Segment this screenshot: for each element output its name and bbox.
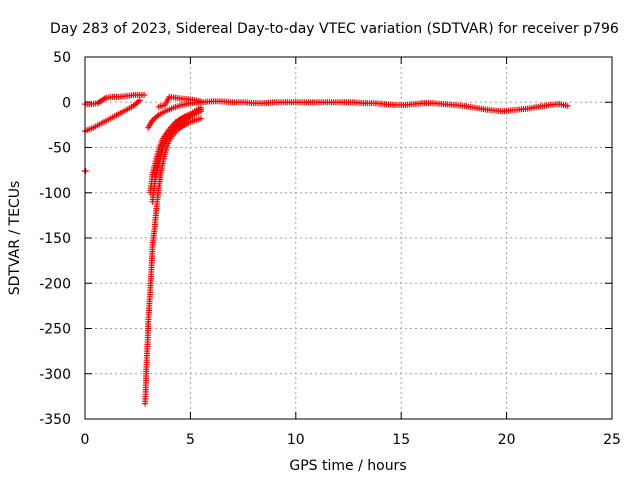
- y-tick-label: -200: [39, 276, 71, 292]
- y-tick-labels: 50 0 -50 -100 -150 -200 -250 -300 -350: [39, 50, 71, 428]
- y-tick-label: 50: [53, 50, 71, 66]
- y-tick-label: -150: [39, 231, 71, 247]
- data-points: [82, 92, 571, 407]
- data-point: [197, 115, 204, 122]
- data-point: [141, 92, 148, 99]
- x-tick-label: 10: [287, 432, 305, 448]
- x-tick-labels: 0 5 10 15 20 25: [81, 432, 621, 448]
- plot-frame: [84, 56, 613, 420]
- x-tick-label: 20: [498, 432, 516, 448]
- y-tick-label: 0: [62, 95, 71, 111]
- x-tick-label: 25: [603, 432, 621, 448]
- chart-title: Day 283 of 2023, Sidereal Day-to-day VTE…: [50, 21, 619, 37]
- x-tick-label: 5: [186, 432, 195, 448]
- y-tick-label: -250: [39, 322, 71, 338]
- y-tick-label: -50: [48, 141, 71, 157]
- grid-lines: [85, 57, 612, 419]
- data-point: [197, 106, 204, 113]
- y-tick-label: -100: [39, 186, 71, 202]
- x-axis-title: GPS time / hours: [289, 458, 406, 474]
- data-point: [136, 97, 143, 104]
- data-point: [564, 102, 571, 109]
- x-tick-label: 0: [81, 432, 90, 448]
- y-tick-label: -350: [39, 412, 71, 428]
- data-point: [82, 168, 89, 175]
- y-axis-title: SDTVAR / TECUs: [7, 181, 23, 296]
- x-tick-label: 15: [392, 432, 410, 448]
- y-tick-label: -300: [39, 367, 71, 383]
